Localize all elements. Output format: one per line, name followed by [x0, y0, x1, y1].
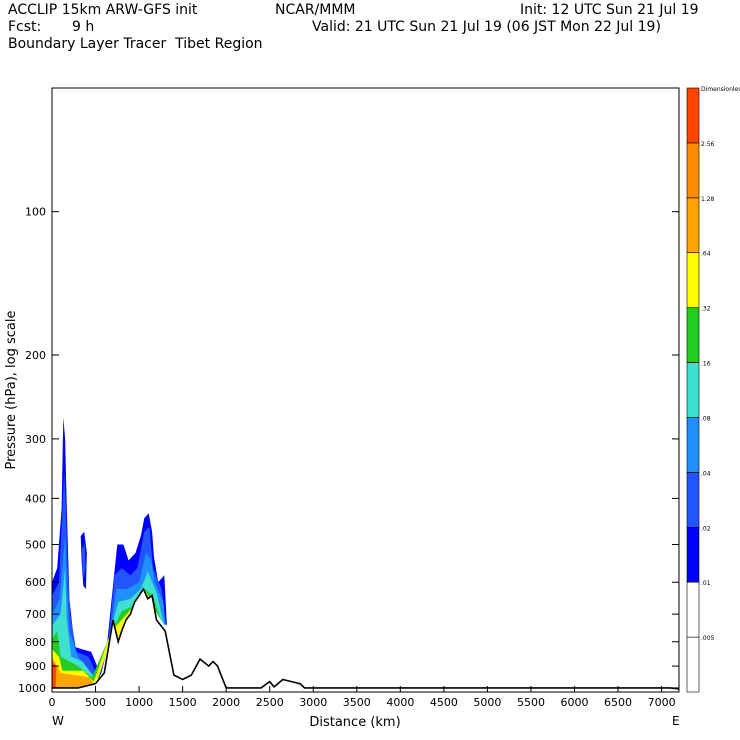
colorbar-segment	[686, 307, 700, 363]
y-tick-label: 700	[25, 608, 46, 621]
colorbar-label: 2.56	[701, 141, 715, 148]
y-tick-label: 100	[25, 206, 46, 219]
y-tick-label: 200	[25, 349, 46, 362]
tracer-blob-blue2	[82, 544, 86, 579]
x-tick-label: 2000	[212, 696, 240, 709]
colorbar-label: .08	[701, 415, 711, 422]
terrain-line	[52, 587, 680, 690]
colorbar-label: .04	[701, 470, 711, 477]
x-tick-label: 2500	[256, 696, 284, 709]
header-init: Init: 12 UTC Sun 21 Jul 19	[520, 2, 699, 18]
tracer-fills	[52, 417, 679, 692]
colorbar-segment	[686, 362, 700, 418]
tracer-plume-cyan	[52, 568, 165, 688]
ground-mask	[52, 589, 679, 692]
colorbar-label: .32	[701, 306, 711, 313]
x-tick-label: 1500	[169, 696, 197, 709]
x-tick-label: 4000	[386, 696, 414, 709]
header-fcst-value: 9 h	[72, 19, 95, 35]
x-tick-label: 3500	[343, 696, 371, 709]
y-tick-label: 300	[25, 433, 46, 446]
header-valid: Valid: 21 UTC Sun 21 Jul 19 (06 JST Mon …	[312, 19, 661, 35]
plot-frame	[51, 87, 680, 693]
header-field: Boundary Layer Tracer Tibet Region	[8, 36, 263, 52]
x-axis-label: Distance (km)	[309, 715, 400, 730]
x-end-label-left: W	[52, 714, 64, 728]
colorbar-segment	[686, 472, 700, 528]
header-model: ACCLIP 15km ARW-GFS init	[8, 2, 198, 18]
colorbar-segment	[686, 417, 700, 473]
colorbar-label: .64	[701, 251, 711, 258]
header-org: NCAR/MMM	[275, 2, 356, 18]
y-tick-label: 1000	[18, 682, 46, 695]
x-tick-label: 0	[49, 696, 56, 709]
header-fcst-label: Fcst:	[8, 19, 42, 35]
tracer-plume-red	[52, 661, 57, 688]
x-axis: 0 500 1000 1500 2000 2500 3000 3500 4000 4500 5000…	[49, 686, 676, 709]
y-tick-label: 900	[25, 660, 46, 673]
x-tick-label: 6000	[561, 696, 589, 709]
x-tick-label: 4500	[430, 696, 458, 709]
colorbar-segment	[686, 526, 700, 583]
colorbar-segment	[686, 636, 700, 693]
x-tick-label: 1000	[125, 696, 153, 709]
colorbar-label: .005	[701, 635, 715, 642]
x-end-label-right: E	[672, 714, 680, 728]
colorbar-label: .01	[701, 580, 711, 587]
x-tick-label: 6500	[604, 696, 632, 709]
colorbar-label: Dimensionless	[701, 86, 740, 93]
y-tick-label: 500	[25, 539, 46, 552]
colorbar-label: 1.28	[701, 196, 715, 203]
colorbar-label: .16	[701, 361, 711, 368]
colorbar: .005 .01 .02 .04 .08 .16 .32 .64 1.28 2.56 Dimensi…	[686, 86, 740, 693]
x-tick-label: 5000	[473, 696, 501, 709]
y-axis-label: Pressure (hPa), log scale	[4, 311, 19, 470]
colorbar-segment	[686, 581, 700, 638]
colorbar-segment	[686, 87, 700, 144]
y-tick-label: 600	[25, 576, 46, 589]
tracer-plume-orange	[52, 656, 96, 688]
y-axis: 100 200 300 400 500 600 700 800 900 1000	[18, 206, 679, 695]
colorbar-segment	[686, 197, 700, 254]
y-tick-label: 800	[25, 636, 46, 649]
y-tick-label: 400	[25, 492, 46, 505]
colorbar-segment	[686, 252, 700, 308]
colorbar-label: .02	[701, 525, 711, 532]
x-tick-label: 7000	[648, 696, 676, 709]
x-tick-label: 500	[85, 696, 106, 709]
colorbar-segment	[686, 142, 700, 199]
x-tick-label: 5500	[517, 696, 545, 709]
x-tick-label: 3000	[299, 696, 327, 709]
